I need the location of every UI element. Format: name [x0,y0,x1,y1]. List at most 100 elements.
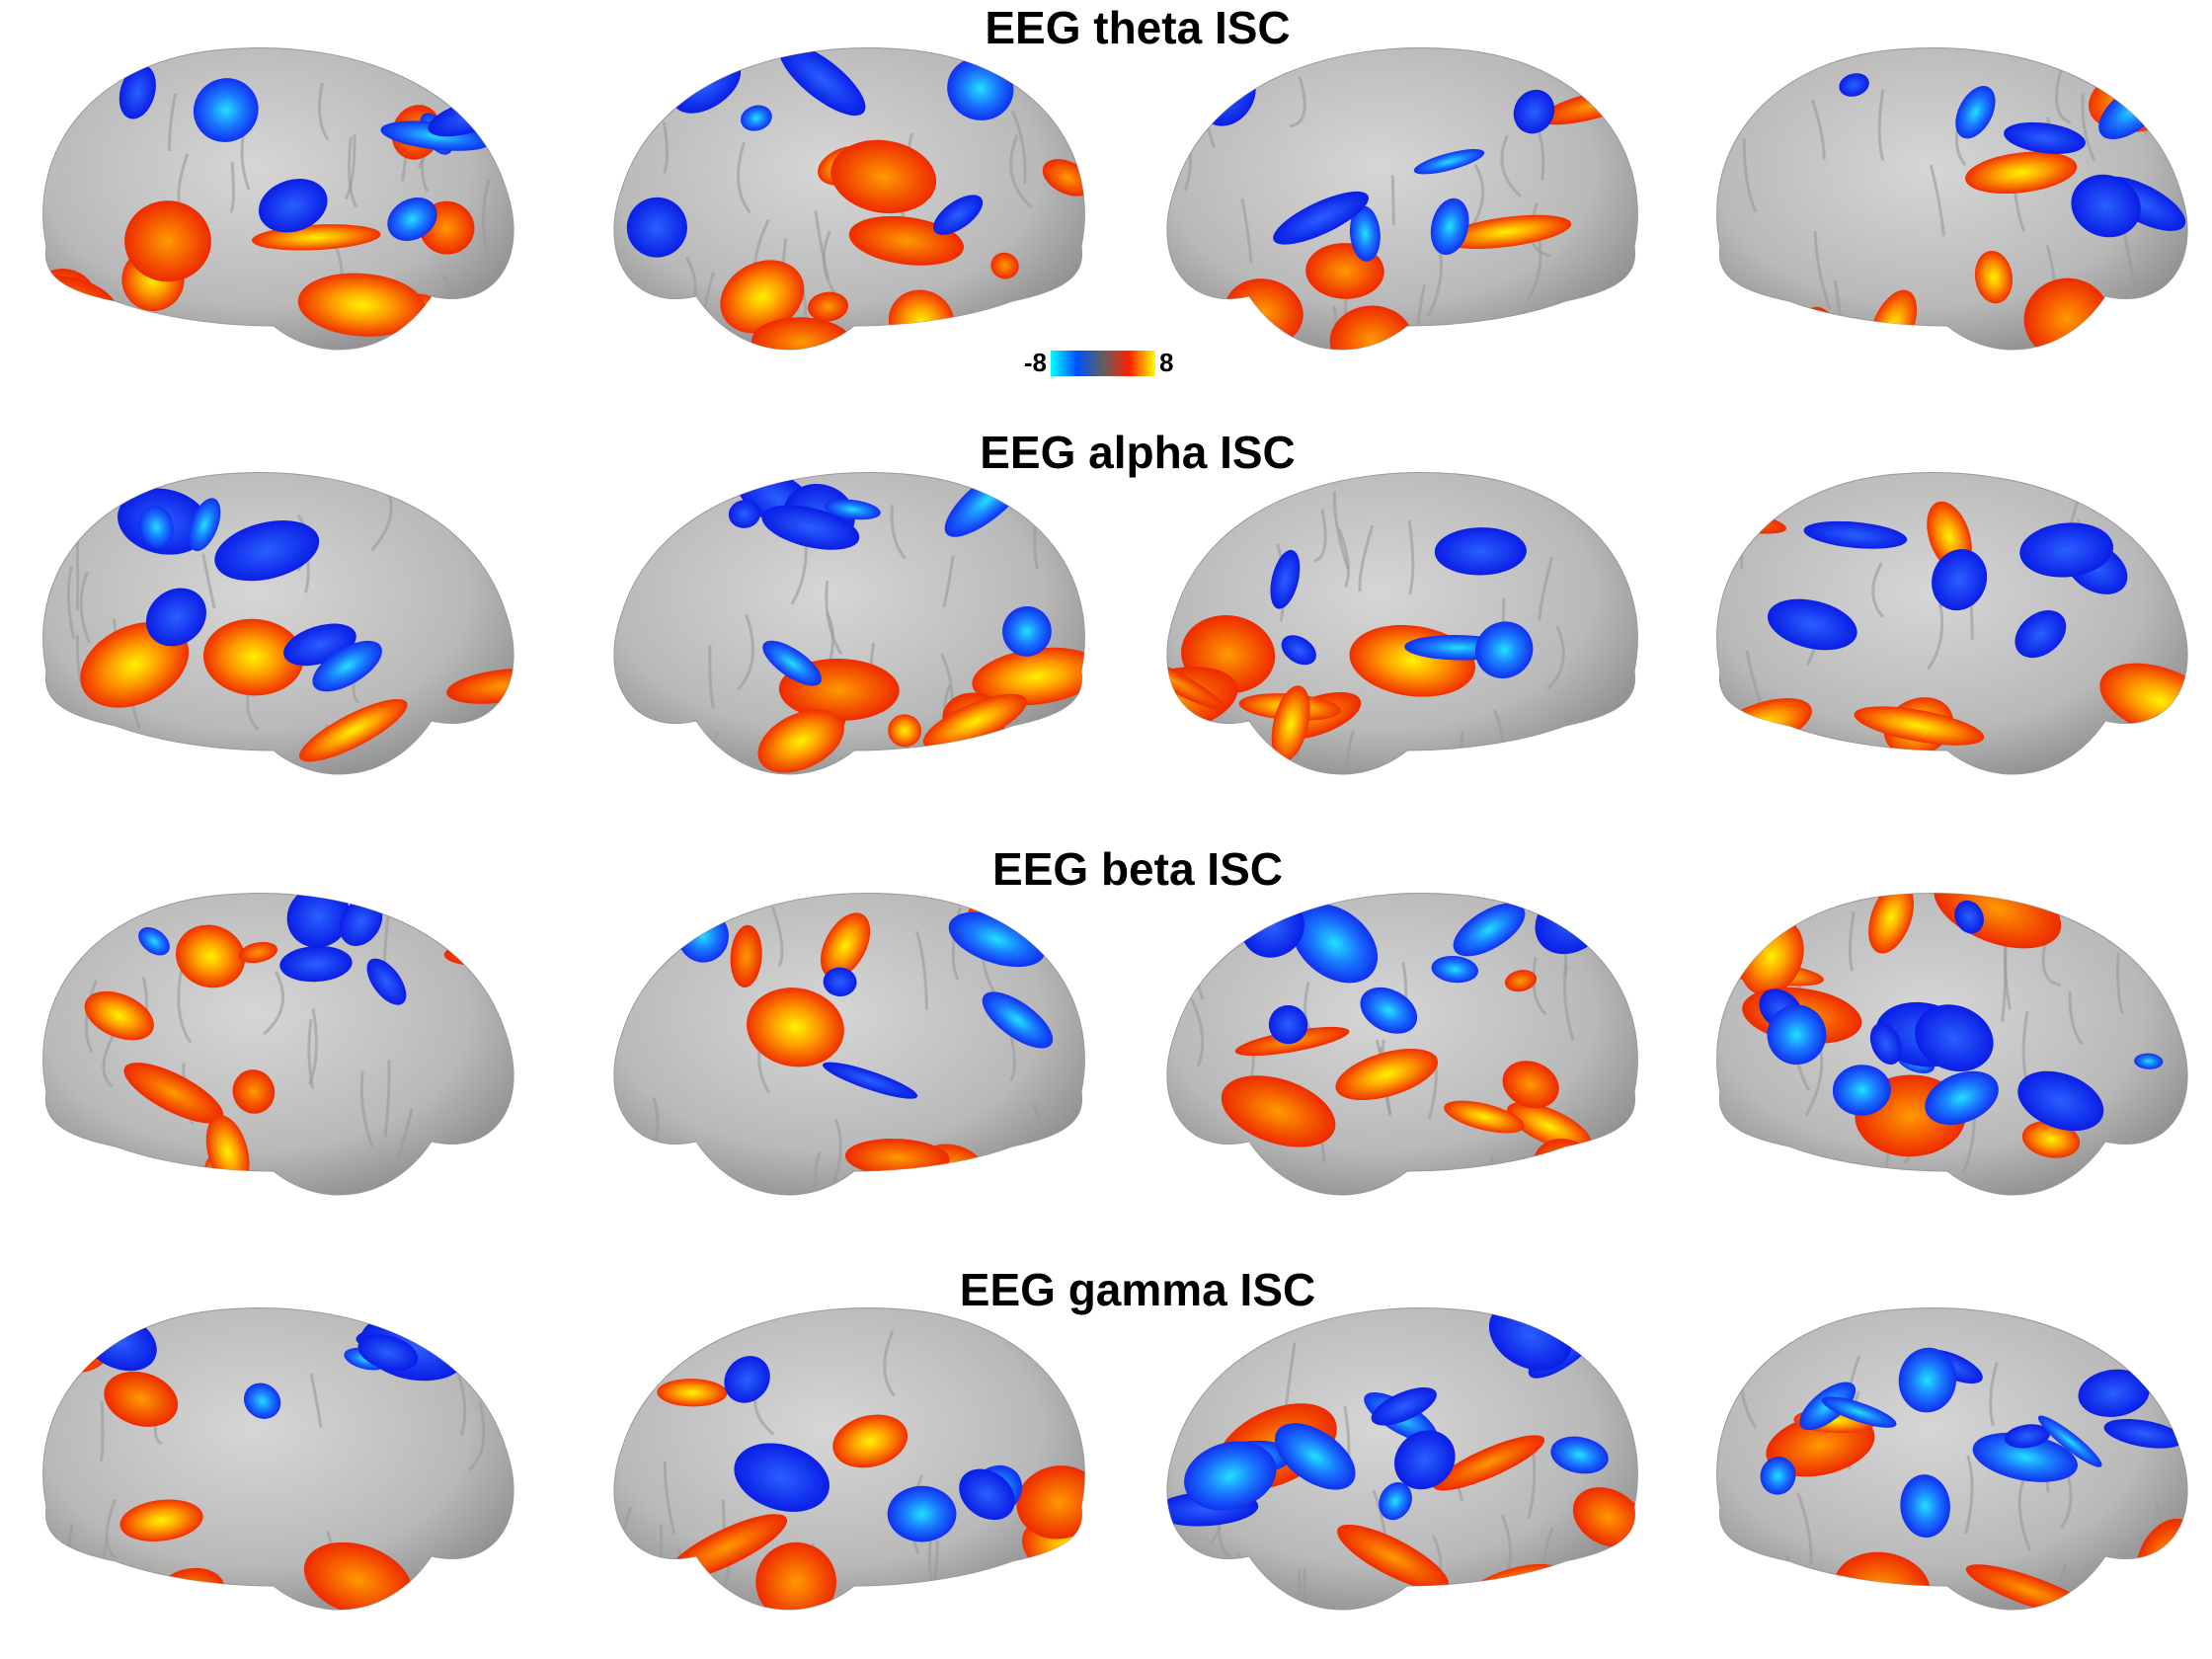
cool-blob [2004,121,2086,154]
sulcus [318,82,330,141]
sulcus [663,904,674,957]
brain [1166,893,1638,1196]
warm-blob [1751,1575,1806,1610]
warm-blob [1036,1571,1085,1610]
warm-blob [1329,305,1413,351]
cool-blob [1184,1441,1277,1511]
sulcus [1500,134,1523,198]
sulcus [814,1151,829,1195]
sulcus [1390,175,1395,226]
warm-blob [303,1541,413,1610]
cool-blob [2014,609,2067,659]
cool-blob [982,991,1054,1049]
warm-blob [84,990,154,1041]
brain [1716,472,2188,775]
sulcus [177,970,193,1044]
warm-blob [1965,151,2078,195]
cool-blob [138,926,170,956]
warm-blob [755,1541,837,1610]
warm-blob [175,924,246,988]
cool-blob [2004,1424,2050,1449]
sulcus [167,93,178,151]
sulcus [1964,1455,1974,1535]
warm-blob [238,941,278,964]
sulcus [1332,491,1350,570]
brain [613,1307,1085,1611]
cool-blob [1270,549,1301,609]
warm-blob [297,273,426,337]
warm-blob [1854,706,1985,746]
cool-blob [357,1334,419,1372]
cool-blob [1281,635,1316,666]
cool-blob [1767,598,1857,651]
warm-blob [747,988,844,1067]
warm-blob [832,1414,908,1468]
sulcus [2081,93,2096,162]
cool-blob [1431,955,1479,984]
brain-overlay [1716,893,2164,1195]
sulcus [99,1401,105,1462]
brain [1166,47,1638,351]
sulcus [66,718,89,774]
sulcus [737,613,755,691]
cool-blob [1430,198,1469,256]
brain-surface [1166,47,1638,351]
warm-blob [990,252,1019,279]
warm-blob [1444,1100,1525,1134]
sulcus [1989,1362,1999,1426]
sulcus [623,495,636,554]
brain [613,893,1085,1196]
brain-overlay [1716,493,2188,774]
sulcus [453,1559,463,1610]
warm-blob [119,1499,203,1541]
sulcus [737,141,751,214]
sulcus [2116,953,2124,1014]
warm-blob [2099,663,2188,739]
sulcus [1313,509,1327,563]
warm-blob [2021,1121,2081,1158]
sulcus [1538,556,1554,621]
warm-blob [446,669,514,704]
sulcus [309,1373,323,1428]
cool-blob [1932,549,1988,611]
sulcus [676,1547,694,1610]
sulcus [1929,164,1945,237]
cool-blob [138,506,174,549]
sulcus [482,179,491,256]
warm-blob [299,698,408,762]
sulcus [1009,134,1033,209]
sulcus [79,571,91,644]
sulcus [307,1008,318,1086]
sulcus [383,1060,391,1138]
cool-blob [1898,1347,1957,1413]
warm-blob [1572,1487,1638,1547]
brain-overlay [42,483,514,774]
sulcus [1877,89,1885,161]
sulcus [395,1108,414,1160]
sulcus [2068,991,2084,1045]
cool-blob [387,198,437,241]
cool-blob [1474,621,1534,678]
sulcus [263,971,284,1036]
sulcus [2168,732,2181,774]
sulcus [359,1070,374,1148]
brain-overlay [623,472,1085,774]
warm-blob [123,1063,224,1124]
cool-blob [1915,1004,1994,1072]
sulcus [663,1462,676,1535]
warm-blob [1716,505,1787,534]
warm-blob [808,291,849,322]
sulcus [942,555,955,608]
cool-blob [1360,987,1418,1034]
sulcus [883,1330,896,1397]
cool-blob [2071,174,2141,238]
cool-blob [1273,191,1369,245]
cool-blob [762,640,822,686]
warm-blob [104,1371,179,1427]
warm-blob [1442,214,1572,250]
cool-blob [214,520,320,582]
cool-blob [243,1382,281,1419]
cool-blob [728,500,761,528]
cool-blob [824,499,881,520]
